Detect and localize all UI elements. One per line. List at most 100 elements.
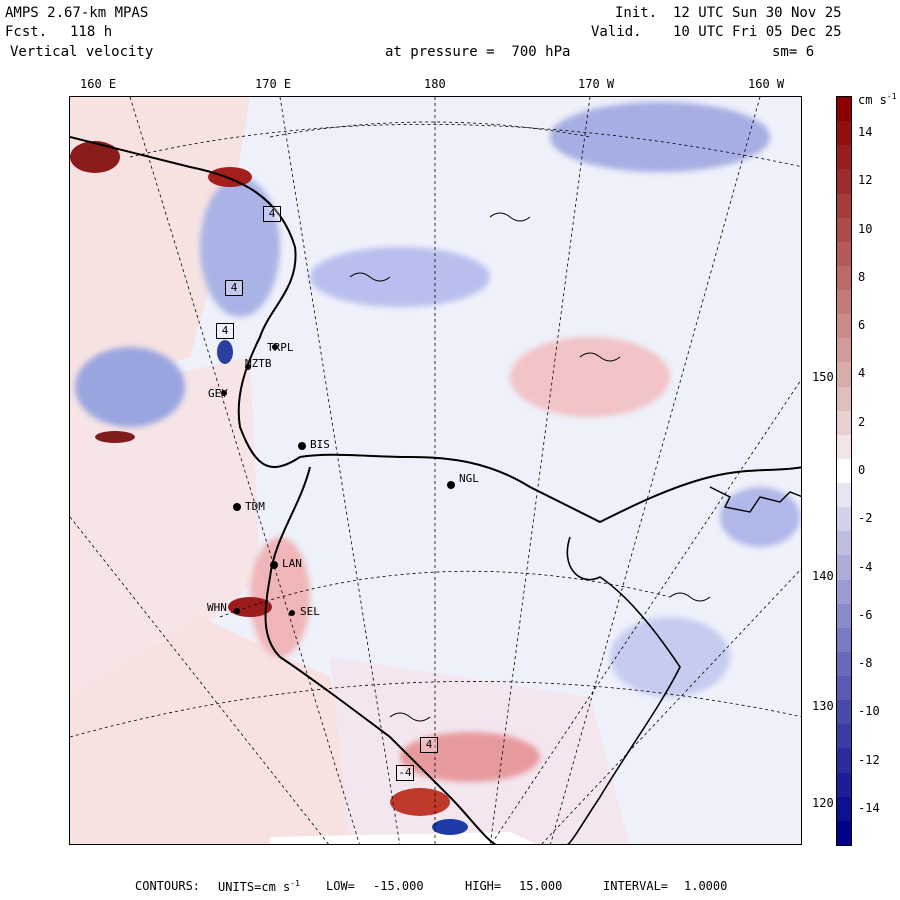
station-dot-sel[interactable] bbox=[289, 610, 295, 616]
colorbar-cell bbox=[837, 555, 851, 581]
meridian-150e bbox=[70, 516, 329, 844]
contour-line-3 bbox=[579, 352, 621, 362]
footer-interval-value: 1.0000 bbox=[684, 879, 728, 893]
colorbar bbox=[836, 96, 852, 846]
init-label: Init. bbox=[615, 5, 658, 21]
colorbar-units-text: cm s bbox=[858, 93, 887, 107]
latitude-circle-4 bbox=[70, 681, 801, 738]
colorbar-cell bbox=[837, 820, 851, 846]
colorbar-cell bbox=[837, 603, 851, 629]
station-label-lan: LAN bbox=[282, 557, 302, 570]
smoothing-value: sm= 6 bbox=[772, 44, 815, 60]
footer-high-label: HIGH= bbox=[465, 879, 502, 893]
footer-units-text: UNITS=cm s bbox=[218, 880, 291, 894]
colorbar-cell bbox=[837, 145, 851, 170]
core-positive-n bbox=[208, 167, 252, 187]
colorbar-tick-label: 6 bbox=[858, 318, 866, 333]
contour-label-box-2: 4 bbox=[225, 280, 243, 296]
core-positive-south bbox=[390, 788, 450, 816]
meridian-150w bbox=[490, 379, 801, 844]
station-label-mztb: MZTB bbox=[245, 357, 272, 370]
patch-negative-right bbox=[720, 487, 800, 547]
init-value: 12 UTC Sun 30 Nov 25 bbox=[673, 5, 842, 21]
colorbar-cell bbox=[837, 651, 851, 677]
region-lower-left-positive bbox=[70, 617, 370, 844]
patch-negative-tam bbox=[200, 177, 280, 317]
station-label-gey: GEY bbox=[208, 387, 228, 400]
colorbar-cell bbox=[837, 483, 851, 508]
station-label-tdm: TDM bbox=[245, 500, 265, 513]
colorbar-tick-label: 12 bbox=[858, 173, 873, 188]
colorbar-cell bbox=[837, 531, 851, 556]
colorbar-cell bbox=[837, 579, 851, 605]
colorbar-cell bbox=[837, 265, 851, 291]
colorbar-cell bbox=[837, 362, 851, 388]
station-dot-bis[interactable] bbox=[298, 442, 306, 450]
colorbar-tick-label: 4 bbox=[858, 366, 866, 381]
station-dot-mztb[interactable] bbox=[245, 364, 251, 370]
colorbar-tick-label: -12 bbox=[858, 752, 880, 767]
station-dot-lan[interactable] bbox=[270, 561, 278, 569]
contour-label-box-4: -4 bbox=[396, 765, 414, 781]
station-dot-tdm[interactable] bbox=[233, 503, 241, 511]
colorbar-tick-label: -6 bbox=[858, 607, 873, 622]
colorbar-cell bbox=[837, 290, 851, 315]
meridian-160e bbox=[129, 97, 360, 844]
patch-negative-west bbox=[75, 347, 185, 427]
colorbar-tick-label: -10 bbox=[858, 704, 880, 719]
colorbar-cell bbox=[837, 748, 851, 774]
contour-label-box-1: 4 bbox=[263, 206, 281, 222]
top-tick-170e: 170 E bbox=[255, 77, 292, 91]
model-title: AMPS 2.67-km MPAS bbox=[5, 5, 149, 21]
colorbar-units: cm s-1 bbox=[858, 92, 897, 107]
patch-positive-coast bbox=[250, 537, 310, 657]
region-terrain-gap bbox=[270, 832, 536, 844]
contour-label-box-3: 4 bbox=[216, 323, 234, 339]
ice-front-right bbox=[709, 486, 801, 513]
core-positive-west bbox=[95, 431, 135, 443]
core-negative-coast bbox=[217, 340, 233, 364]
station-dot-whn[interactable] bbox=[234, 608, 240, 614]
colorbar-cell bbox=[837, 434, 851, 460]
colorbar-tick-label: 2 bbox=[858, 414, 866, 429]
patch-negative-central bbox=[310, 247, 490, 307]
region-upper-left-positive bbox=[70, 97, 250, 397]
pressure-level: at pressure = 700 hPa bbox=[385, 44, 571, 60]
station-dot-trpl[interactable] bbox=[272, 344, 278, 350]
colorbar-cell bbox=[837, 458, 851, 484]
core-negative-south bbox=[432, 819, 468, 835]
map-panel: BIS NGL TDM LAN WHN SEL MZTB GEY TRPL 4 … bbox=[69, 96, 802, 845]
top-tick-170w: 170 W bbox=[578, 77, 615, 91]
forecast-label: Fcst. bbox=[5, 24, 48, 40]
colorbar-tick-label: -8 bbox=[858, 656, 873, 671]
tam-coastline bbox=[264, 466, 497, 844]
patch-positive-east bbox=[510, 337, 670, 417]
colorbar-cell bbox=[837, 410, 851, 436]
core-positive-nw bbox=[70, 141, 120, 173]
colorbar-tick-label: -4 bbox=[858, 559, 873, 574]
meridian-160w bbox=[550, 97, 761, 844]
station-dot-gey[interactable] bbox=[221, 390, 227, 396]
vertical-velocity-map bbox=[70, 97, 801, 844]
marie-byrd-coastline bbox=[566, 536, 681, 844]
colorbar-cell bbox=[837, 338, 851, 363]
colorbar-cell bbox=[837, 97, 851, 122]
colorbar-tick-label: 0 bbox=[858, 463, 866, 477]
valid-value: 10 UTC Fri 05 Dec 25 bbox=[673, 24, 842, 40]
top-tick-160e: 160 E bbox=[80, 77, 117, 91]
colorbar-cell bbox=[837, 700, 851, 725]
patch-negative-ne bbox=[550, 102, 770, 172]
contour-line-2 bbox=[489, 212, 531, 222]
station-dot-ngl[interactable] bbox=[447, 481, 455, 489]
patch-negative-se bbox=[610, 617, 730, 697]
colorbar-cell bbox=[837, 507, 851, 532]
colorbar-tick-label: 8 bbox=[858, 269, 866, 284]
footer-interval-label: INTERVAL= bbox=[603, 879, 669, 893]
colorbar-tick-label: 10 bbox=[858, 221, 873, 236]
station-label-trpl: TRPL bbox=[267, 341, 294, 354]
colorbar-tick-label: -2 bbox=[858, 511, 873, 526]
field-name: Vertical velocity bbox=[10, 44, 154, 60]
colorbar-cell bbox=[837, 217, 851, 243]
contour-line-1 bbox=[349, 272, 391, 282]
graticule bbox=[70, 97, 801, 844]
